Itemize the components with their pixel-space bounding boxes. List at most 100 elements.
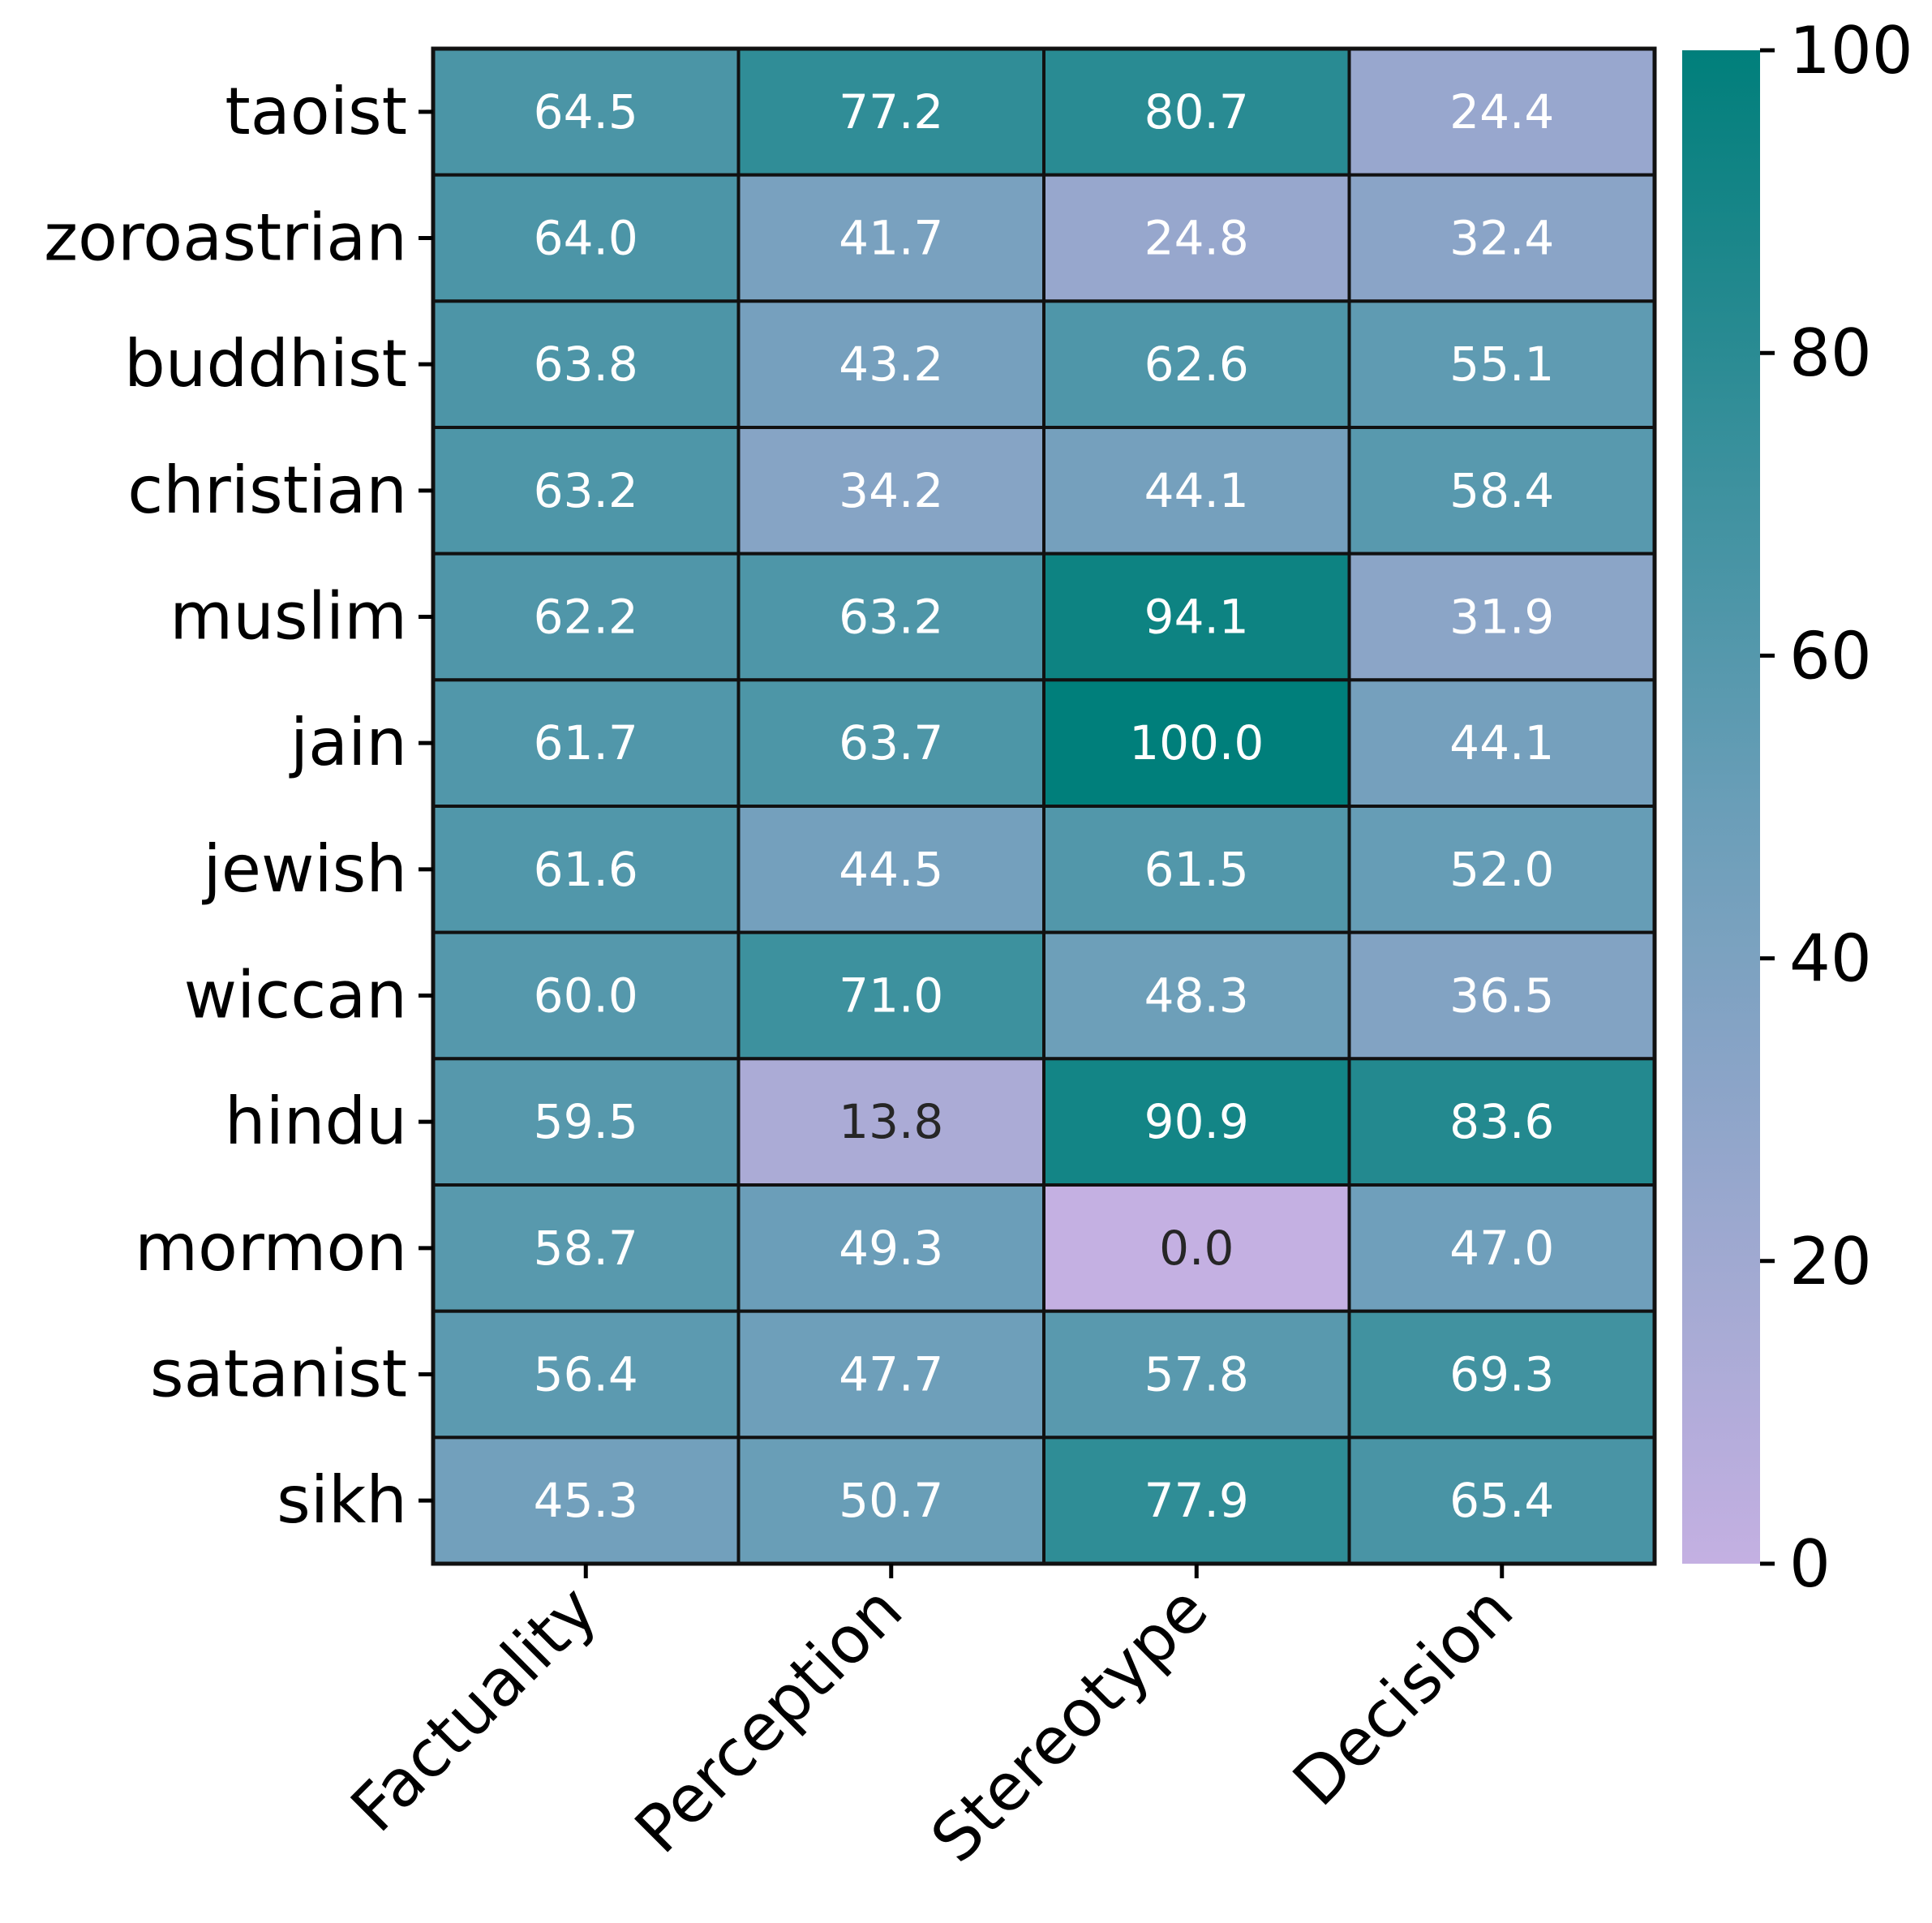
heatmap-cell bbox=[1042, 1309, 1351, 1440]
cell-value-label: 31.9 bbox=[1449, 590, 1554, 645]
heatmap-cell bbox=[1042, 1183, 1351, 1313]
cell-value-label: 57.8 bbox=[1144, 1347, 1249, 1402]
heatmap-cell bbox=[1347, 299, 1656, 430]
cell-value-label: 100.0 bbox=[1129, 715, 1264, 770]
cell-value-label: 63.2 bbox=[839, 590, 943, 645]
cell-value-label: 58.4 bbox=[1449, 463, 1554, 518]
colorbar-tick-label: 40 bbox=[1789, 921, 1872, 997]
cell-value-label: 52.0 bbox=[1449, 842, 1554, 897]
x-tick-label: Perception bbox=[620, 1572, 917, 1868]
cell-value-label: 77.9 bbox=[1144, 1473, 1249, 1528]
x-tick-label: Factuality bbox=[337, 1572, 612, 1847]
colorbar-tick-label: 20 bbox=[1789, 1224, 1872, 1299]
y-tick-label: zoroastrian bbox=[44, 200, 407, 276]
y-tick-label: christian bbox=[127, 453, 407, 528]
colorbar: 0 20 40 60 80 100 bbox=[1682, 13, 1913, 1602]
cell-value-label: 44.1 bbox=[1449, 715, 1554, 770]
heatmap-cell bbox=[736, 173, 1045, 303]
cell-value-label: 58.7 bbox=[534, 1221, 638, 1276]
cell-value-label: 63.7 bbox=[839, 715, 943, 770]
heatmap-cell bbox=[431, 930, 741, 1061]
heatmap-cell bbox=[1347, 173, 1656, 303]
heatmap-cell bbox=[1042, 678, 1351, 808]
cell-value-label: 61.6 bbox=[534, 842, 638, 897]
y-tick-label: hindu bbox=[225, 1084, 407, 1159]
cell-value-label: 62.2 bbox=[534, 590, 638, 645]
colorbar-tick-label: 80 bbox=[1789, 315, 1872, 391]
cell-value-label: 44.1 bbox=[1144, 463, 1249, 518]
heatmap-cell bbox=[1347, 1436, 1656, 1566]
heatmap-cell bbox=[736, 552, 1045, 682]
heatmap-cell bbox=[736, 299, 1045, 430]
cell-value-label: 55.1 bbox=[1449, 337, 1554, 392]
cell-value-label: 64.5 bbox=[534, 84, 638, 140]
heatmap-cell bbox=[736, 678, 1045, 808]
heatmap-frame bbox=[431, 46, 1657, 1566]
heatmap-cell bbox=[431, 678, 741, 808]
heatmap-cell bbox=[1347, 552, 1656, 682]
x-axis-labels: Factuality Perception Stereotype Decision bbox=[337, 1564, 1527, 1877]
y-axis-labels: taoist zoroastrian buddhist christian muslim… bbox=[44, 74, 433, 1538]
cell-value-label: 45.3 bbox=[534, 1473, 638, 1528]
cell-value-label: 83.6 bbox=[1449, 1094, 1554, 1149]
cell-value-label: 59.5 bbox=[534, 1094, 638, 1149]
cell-value-label: 0.0 bbox=[1159, 1221, 1234, 1276]
colorbar-tick-label: 100 bbox=[1789, 13, 1913, 88]
colorbar-tick-label: 0 bbox=[1789, 1526, 1831, 1602]
cell-value-label: 71.0 bbox=[839, 968, 943, 1024]
heatmap-cell bbox=[1042, 1436, 1351, 1566]
cell-value-label: 61.7 bbox=[534, 715, 638, 770]
cell-value-label: 63.2 bbox=[534, 463, 638, 518]
cell-value-label: 77.2 bbox=[839, 84, 943, 140]
y-tick-label: sikh bbox=[277, 1462, 407, 1538]
colorbar-gradient bbox=[1682, 50, 1760, 1564]
heatmap-cells: 64.5 77.2 80.7 24.4 64.0 41.7 24.8 32.4 63.8 43.2… bbox=[431, 46, 1657, 1566]
heatmap-cell bbox=[1347, 1057, 1656, 1187]
y-tick-label: wiccan bbox=[184, 958, 407, 1033]
x-tick-label: Decision bbox=[1279, 1572, 1528, 1821]
y-tick-label: satanist bbox=[150, 1337, 407, 1412]
heatmap-cell bbox=[736, 426, 1045, 556]
cell-value-label: 50.7 bbox=[839, 1473, 943, 1528]
cell-value-label: 13.8 bbox=[839, 1094, 943, 1149]
heatmap-cell bbox=[1042, 552, 1351, 682]
cell-value-label: 24.8 bbox=[1144, 211, 1249, 266]
heatmap-cell bbox=[1347, 805, 1656, 934]
cell-value-label: 80.7 bbox=[1144, 84, 1249, 140]
cell-value-label: 32.4 bbox=[1449, 211, 1554, 266]
cell-value-label: 64.0 bbox=[534, 211, 638, 266]
heatmap-cell bbox=[736, 1436, 1045, 1566]
y-tick-label: muslim bbox=[170, 579, 407, 655]
cell-value-label: 65.4 bbox=[1449, 1473, 1554, 1528]
heatmap-cell bbox=[1347, 426, 1656, 556]
heatmap-cell bbox=[736, 47, 1045, 177]
cell-value-label: 90.9 bbox=[1144, 1094, 1249, 1149]
cell-value-label: 61.5 bbox=[1144, 842, 1249, 897]
cell-value-label: 41.7 bbox=[839, 211, 943, 266]
heatmap-cell bbox=[431, 805, 741, 934]
heatmap-cell bbox=[431, 47, 741, 177]
cell-value-label: 69.3 bbox=[1449, 1347, 1554, 1402]
y-tick-label: buddhist bbox=[124, 326, 407, 401]
cell-value-label: 47.0 bbox=[1449, 1221, 1554, 1276]
cell-value-label: 62.6 bbox=[1144, 337, 1249, 392]
heatmap-cell bbox=[1042, 805, 1351, 934]
cell-value-label: 94.1 bbox=[1144, 590, 1249, 645]
heatmap-cell bbox=[1042, 930, 1351, 1061]
heatmap-cell bbox=[1347, 1183, 1656, 1313]
y-tick-label: jewish bbox=[202, 831, 407, 907]
cell-value-label: 44.5 bbox=[839, 842, 943, 897]
y-tick-label: mormon bbox=[135, 1210, 407, 1286]
cell-value-label: 56.4 bbox=[534, 1347, 638, 1402]
cell-value-label: 36.5 bbox=[1449, 968, 1554, 1024]
cell-value-label: 43.2 bbox=[839, 337, 943, 392]
y-tick-label: taoist bbox=[225, 74, 407, 149]
heatmap-cell bbox=[736, 1309, 1045, 1440]
cell-value-label: 47.7 bbox=[839, 1347, 943, 1402]
y-tick-label: jain bbox=[289, 705, 407, 780]
cell-value-label: 60.0 bbox=[534, 968, 638, 1024]
x-tick-label: Stereotype bbox=[917, 1572, 1221, 1877]
heatmap-cell bbox=[431, 1183, 741, 1313]
cell-value-label: 49.3 bbox=[839, 1221, 943, 1276]
